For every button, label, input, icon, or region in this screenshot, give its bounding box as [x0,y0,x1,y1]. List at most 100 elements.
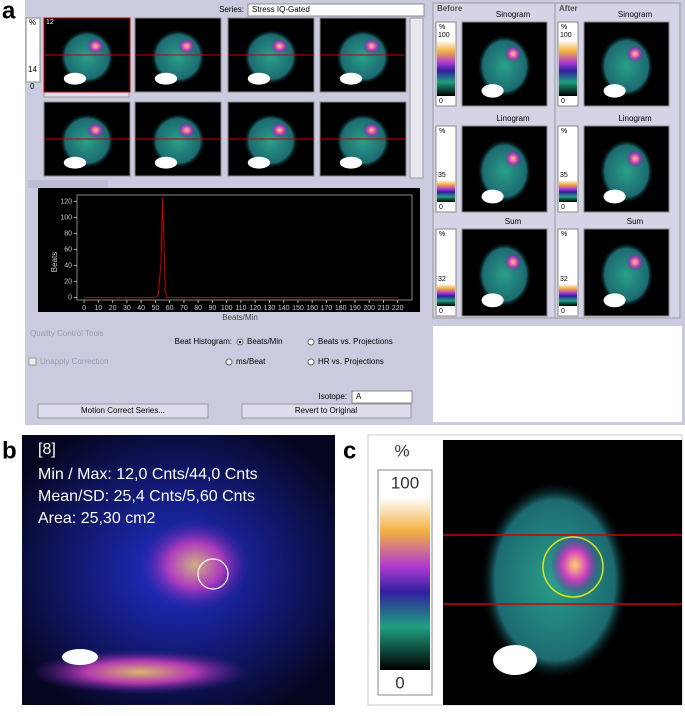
scale-unit: % [439,24,445,31]
option[interactable]: Beats/Min [247,337,283,346]
unapply-correction[interactable]: Unapply Correction [40,357,108,366]
x-tick-label: 80 [194,305,202,312]
roi [197,558,229,590]
series-dropdown[interactable] [247,3,425,17]
scale-gradient [437,40,455,96]
scale-top: 100 [438,32,450,39]
x-tick-label: 130 [264,305,276,312]
hotspot [603,189,626,204]
radio-dot [238,340,242,344]
button-label: Revert to Original [295,406,357,415]
x-tick-label: 190 [349,305,361,312]
option[interactable]: HR vs. Projections [318,357,384,366]
roi [542,536,604,598]
isotope-dropdown[interactable] [351,390,413,404]
beat-histogram-label: Beat Histogram: [175,337,232,346]
view-title: Sum [627,217,644,226]
button[interactable] [37,403,209,419]
x-tick-label: 200 [363,305,375,312]
checkbox[interactable] [28,357,37,366]
y-tick-label: 20 [64,278,72,285]
scale-gradient [559,40,577,96]
hotspot [339,156,363,169]
x-tick-label: 60 [166,305,174,312]
qc-title: Quality Control Tools [30,329,104,338]
x-tick-label: 110 [235,305,246,312]
roi-stat: Min / Max: 12,0 Cnts/44,0 Cnts [38,466,258,483]
blank-panel [433,326,682,422]
scale-unit: % [561,231,567,238]
hotspot [63,72,87,85]
radio[interactable] [307,358,315,366]
heart [271,122,289,138]
heart [363,38,381,54]
view-title: Sinogram [618,10,653,19]
panel-label: a [2,0,16,24]
button[interactable] [241,403,412,419]
hotspot [247,72,271,85]
scale-bottom: 0 [30,82,35,91]
heart [550,535,600,595]
radio[interactable] [225,358,233,366]
x-tick-label: 10 [94,305,102,312]
heart [504,45,522,63]
heart [504,253,522,271]
scale-bottom: 0 [561,98,565,105]
y-tick-label: 120 [60,198,72,205]
plot-frame [76,194,413,301]
scale-top: 35 [438,172,446,179]
x-tick-label: 100 [221,305,233,312]
x-tick-label: 40 [137,305,145,312]
option[interactable]: ms/Beat [236,357,266,366]
heart [504,150,522,168]
scale-unit: % [561,128,567,135]
hotspot [63,156,87,169]
scale-bottom: 0 [561,308,565,315]
x-tick-label: 90 [209,305,217,312]
heart [87,38,105,54]
heart [140,520,250,610]
button-label: Motion Correct Series... [81,406,165,415]
view-title: Sum [505,217,522,226]
hotspot [154,156,178,169]
isotope-label: Isotope: [319,392,347,401]
x-tick-label: 140 [278,305,290,312]
isotope-value: A [356,392,362,401]
histogram-line [84,197,398,299]
hotspot [493,645,537,675]
scrollbar[interactable] [409,17,424,179]
x-tick-label: 120 [249,305,261,312]
panel-label: c [343,437,356,464]
panel-title: After [559,4,578,13]
scale-bottom: 0 [561,204,565,211]
hotspot [247,156,271,169]
view-title: Linogram [618,114,652,123]
scale-top: 100 [560,32,572,39]
x-tick-label: 50 [152,305,160,312]
radio[interactable] [307,338,315,346]
colorbar-bottom: 0 [395,673,404,692]
before-after: BeforeSinogram%1000Linogram%350Sum%320Af… [432,2,681,319]
scale-gradient [437,284,455,306]
scale-gradient [559,284,577,306]
colorbar-unit: % [394,441,409,460]
y-tick-label: 0 [68,294,72,301]
panel-label: b [2,437,17,464]
roi-stat: Mean/SD: 25,4 Cnts/5,60 Cnts [38,488,255,505]
y-axis-label: Beats [50,252,59,272]
scale-unit: % [561,24,567,31]
x-tick-label: 180 [335,305,347,312]
x-tick-label: 160 [306,305,318,312]
toolbar[interactable] [28,180,108,188]
scale-bottom: 0 [439,308,443,315]
x-tick-label: 20 [109,305,117,312]
hotspot [62,649,98,665]
scale-gradient [559,180,577,202]
x-tick-label: 210 [378,305,390,312]
scale-top: 32 [560,276,568,283]
scale-top: 14 [28,65,37,74]
option[interactable]: Beats vs. Projections [318,337,393,346]
heart [178,38,196,54]
